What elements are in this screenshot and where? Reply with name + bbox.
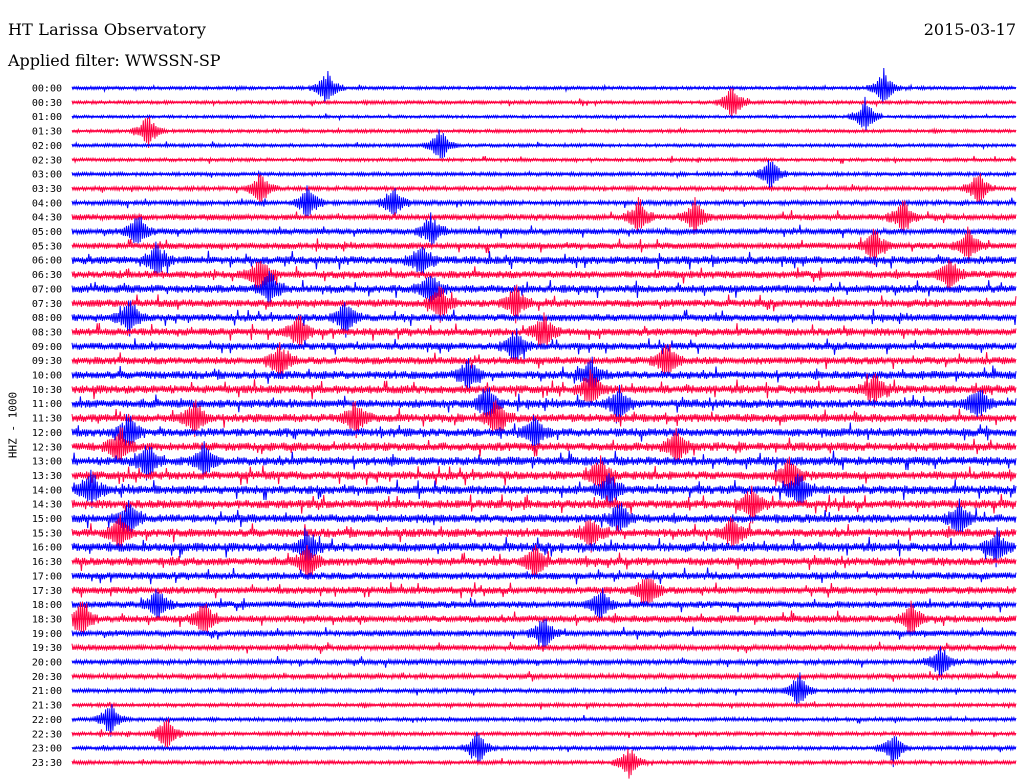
time-tick-label: 09:00: [32, 342, 62, 353]
time-tick-label: 22:30: [32, 729, 62, 740]
seismic-trace: [71, 527, 1017, 568]
time-tick-label: 07:30: [32, 299, 62, 310]
seismic-trace: [71, 328, 1017, 362]
seismic-trace: [71, 671, 1017, 682]
seismic-trace: [71, 197, 1017, 235]
seismic-trace: [71, 485, 1017, 524]
station-title: HT Larissa Observatory: [8, 20, 207, 39]
seismic-trace: [71, 399, 1017, 439]
time-tick-label: 18:30: [32, 614, 62, 625]
time-tick-label: 16:30: [32, 557, 62, 568]
seismic-trace: [71, 588, 1017, 621]
seismic-trace: [71, 578, 1017, 607]
seismic-trace: [71, 704, 1017, 737]
seismic-trace: [71, 356, 1017, 393]
time-tick-label: 06:30: [32, 270, 62, 281]
seismic-trace: [71, 241, 1017, 276]
seismic-trace: [71, 567, 1017, 585]
seismic-trace: [71, 414, 1017, 452]
time-tick-label: 14:30: [32, 500, 62, 511]
seismic-trace: [71, 88, 1017, 119]
time-tick-label: 07:00: [32, 284, 62, 295]
time-tick-label: 12:30: [32, 442, 62, 453]
seismic-trace: [71, 312, 1017, 348]
time-tick-label: 15:30: [32, 528, 62, 539]
time-tick-label: 19:00: [32, 629, 62, 640]
seismic-trace: [71, 469, 1017, 509]
seismic-trace: [71, 427, 1017, 465]
seismic-trace: [71, 185, 1017, 218]
seismic-trace: [71, 384, 1017, 424]
time-tick-label: 15:00: [32, 514, 62, 525]
time-tick-label: 23:00: [32, 744, 62, 755]
seismic-trace: [71, 129, 1017, 159]
time-tick-label: 13:30: [32, 471, 62, 482]
time-tick-label: 02:00: [32, 141, 62, 152]
time-tick-label: 03:30: [32, 184, 62, 195]
time-tick-label: 17:00: [32, 571, 62, 582]
seismic-trace: [71, 672, 1017, 706]
time-tick-label: 01:00: [32, 112, 62, 123]
time-tick-label: 11:00: [32, 399, 62, 410]
seismic-trace: [71, 342, 1017, 379]
seismic-trace: [71, 259, 1017, 291]
seismic-trace: [71, 173, 1017, 204]
time-tick-label: 23:30: [32, 758, 62, 769]
time-tick-label: 02:30: [32, 155, 62, 166]
seismic-trace: [71, 455, 1017, 495]
time-tick-label: 21:30: [32, 701, 62, 712]
time-tick-label: 00:30: [32, 98, 62, 109]
time-tick-label: 14:00: [32, 485, 62, 496]
seismic-trace: [71, 618, 1017, 651]
time-tick-label: 08:30: [32, 327, 62, 338]
time-tick-label: 20:30: [32, 672, 62, 683]
seismic-trace: [71, 155, 1017, 164]
seismic-trace: [71, 600, 1017, 636]
time-tick-label: 10:30: [32, 385, 62, 396]
seismic-trace: [71, 226, 1017, 265]
seismic-trace: [71, 544, 1017, 580]
seismic-trace: [71, 498, 1017, 534]
seismic-trace: [71, 700, 1017, 710]
time-tick-label: 10:00: [32, 371, 62, 382]
seismic-trace: [71, 270, 1017, 307]
time-tick-label: 17:30: [32, 586, 62, 597]
time-tick-label: 22:00: [32, 715, 62, 726]
time-tick-label: 11:30: [32, 414, 62, 425]
time-tick-label: 20:00: [32, 658, 62, 669]
time-tick-label: 12:00: [32, 428, 62, 439]
time-tick-label: 00:00: [32, 84, 62, 95]
seismic-trace: [71, 646, 1017, 680]
time-tick-label: 18:00: [32, 600, 62, 611]
seismic-trace: [71, 441, 1017, 481]
time-tick-label: 06:00: [32, 256, 62, 267]
time-tick-label: 04:30: [32, 213, 62, 224]
date-label: 2015-03-17: [923, 20, 1016, 39]
time-tick-label: 05:00: [32, 227, 62, 238]
time-tick-label: 16:00: [32, 543, 62, 554]
time-tick-label: 03:00: [32, 170, 62, 181]
time-tick-label: 09:30: [32, 356, 62, 367]
seismic-trace: [71, 212, 1017, 246]
seismic-trace: [71, 369, 1017, 408]
seismic-trace: [71, 641, 1017, 654]
seismic-trace: [71, 748, 1017, 779]
seismic-trace: [71, 159, 1017, 189]
time-tick-label: 05:30: [32, 241, 62, 252]
filter-label: Applied filter: WWSSN-SP: [8, 51, 221, 70]
seismic-trace: [71, 514, 1017, 553]
time-tick-label: 01:30: [32, 127, 62, 138]
time-tick-label: 08:00: [32, 313, 62, 324]
time-tick-label: 04:00: [32, 198, 62, 209]
seismic-trace: [71, 67, 1017, 105]
time-tick-label: 21:00: [32, 686, 62, 697]
time-tick-label: 13:00: [32, 457, 62, 468]
seismic-trace: [71, 284, 1017, 324]
time-tick-label: 19:30: [32, 643, 62, 654]
